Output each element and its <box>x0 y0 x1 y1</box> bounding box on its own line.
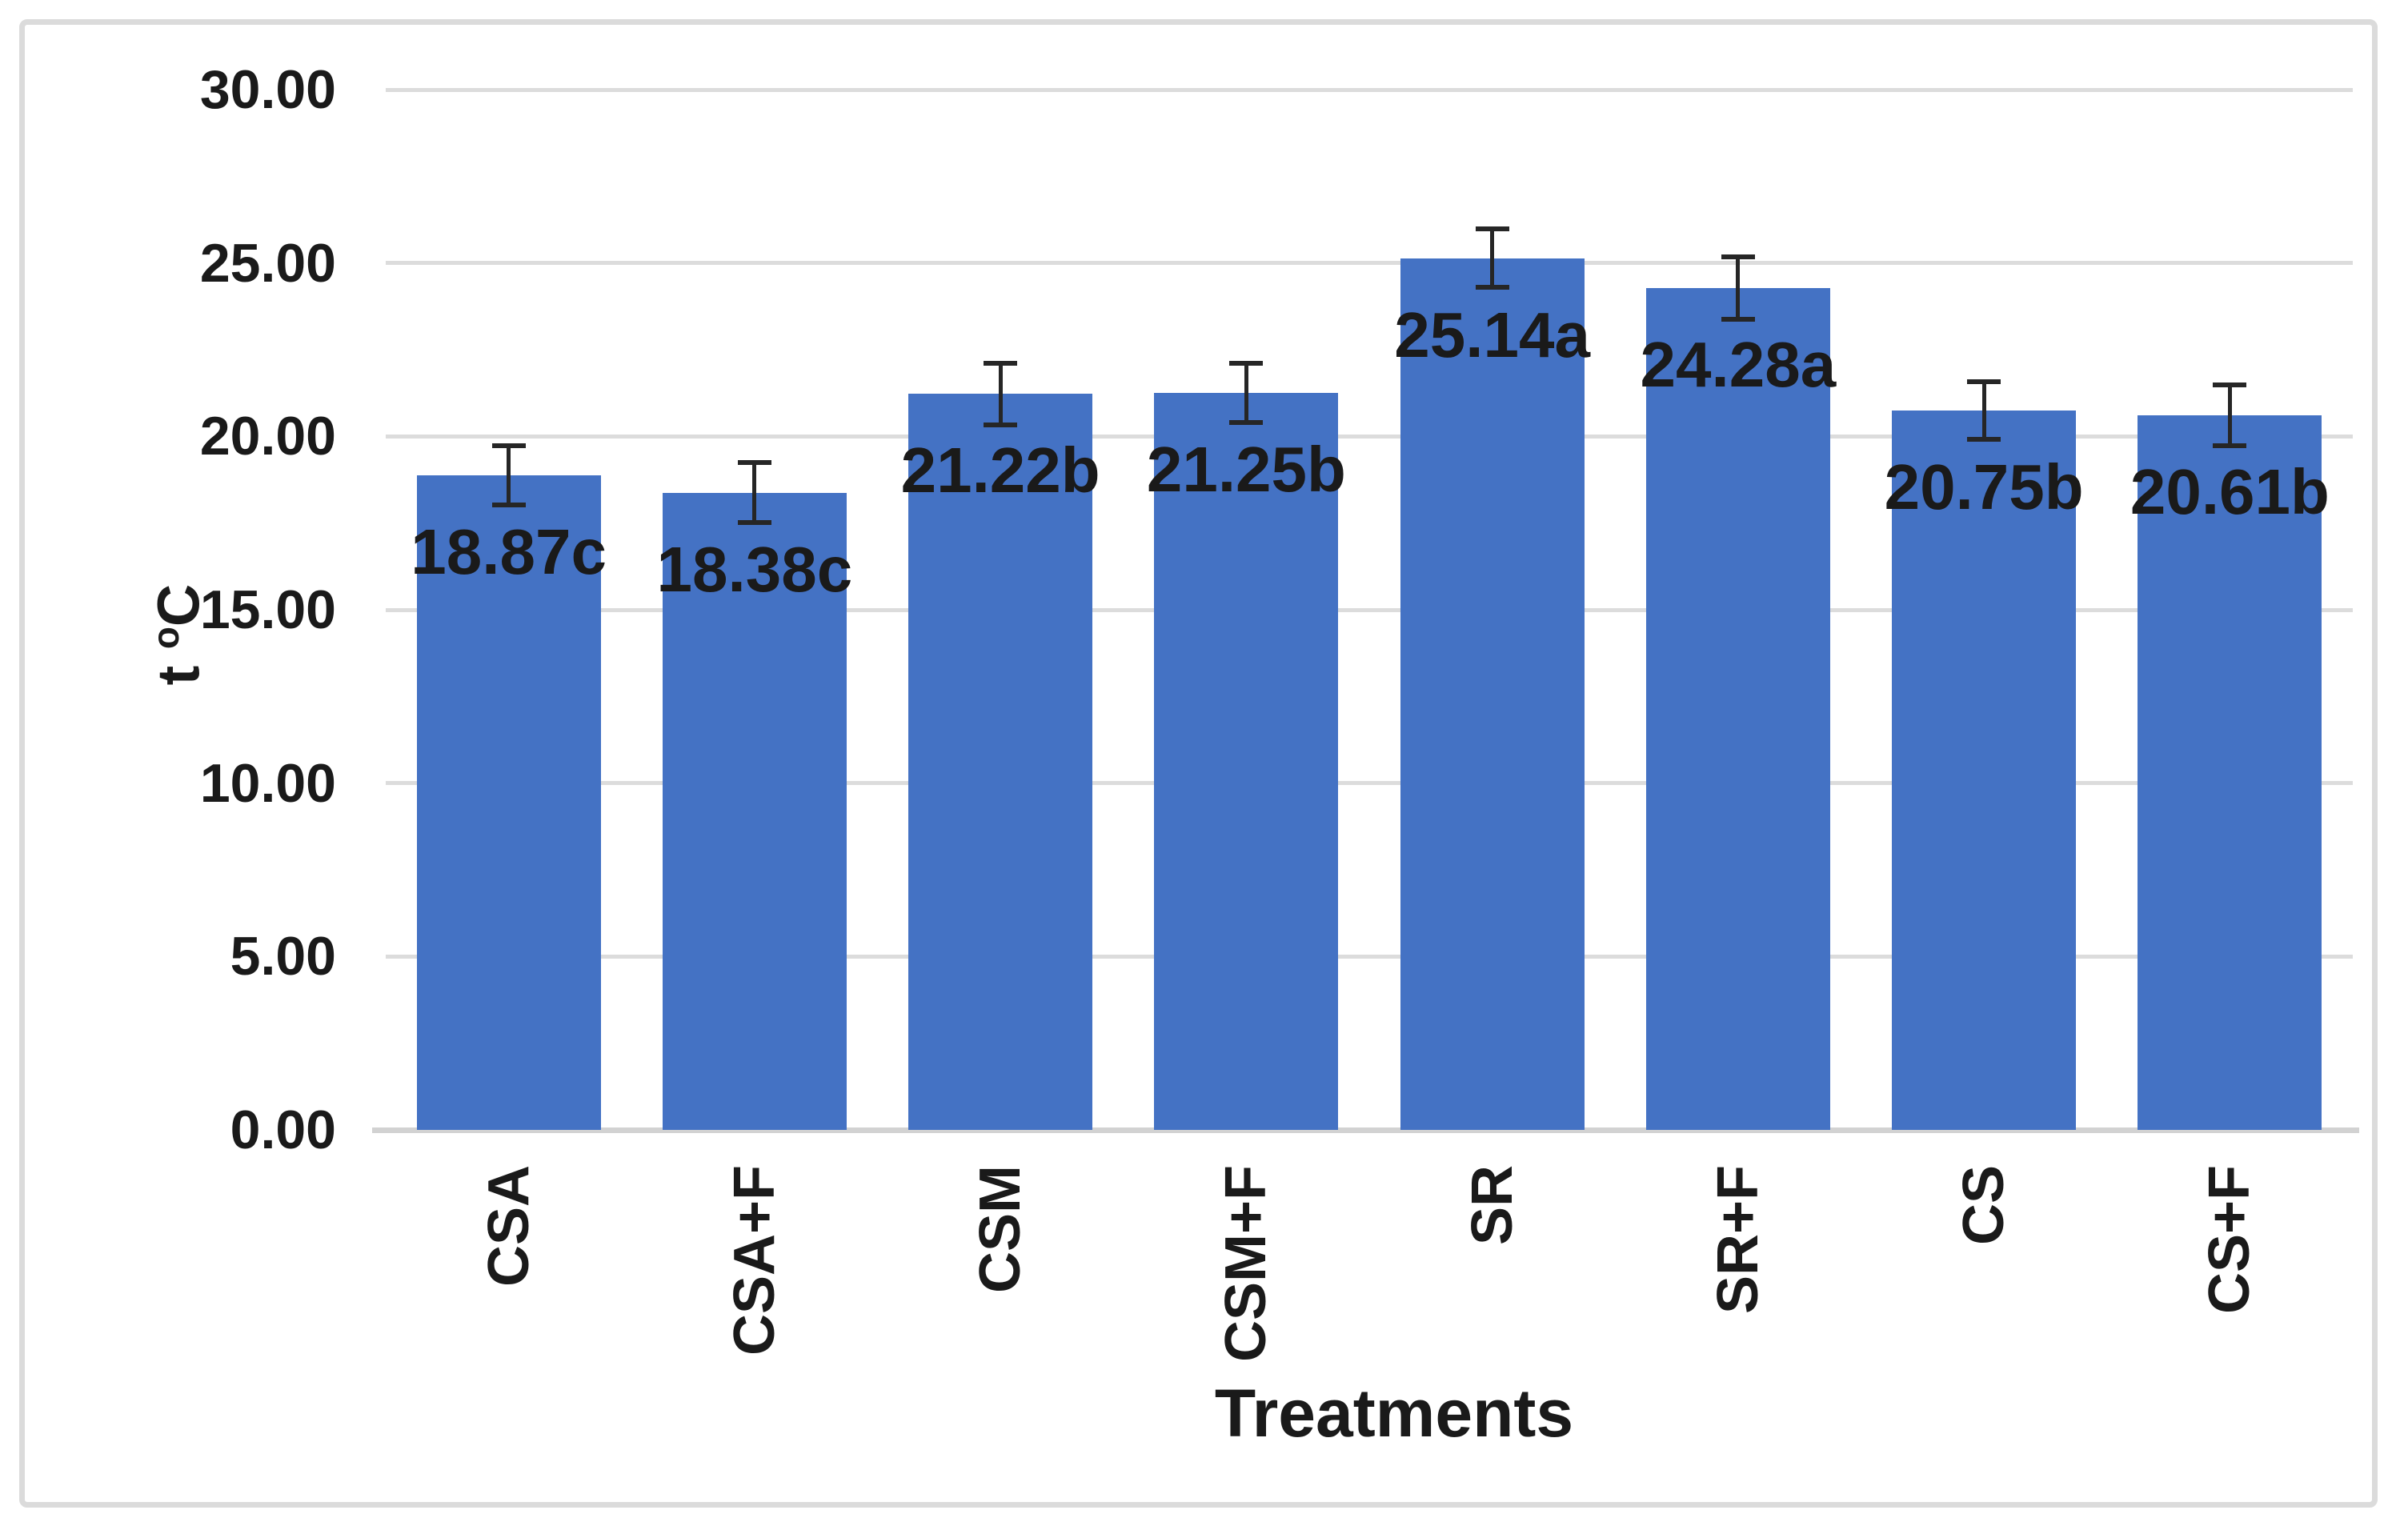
error-bar-bottom-cap <box>737 519 771 525</box>
x-tick-label-CSA+F: CSA+F <box>722 1165 787 1356</box>
error-bar-bottom-cap <box>2213 443 2247 449</box>
error-bar-top-cap <box>1229 360 1264 366</box>
error-bar-line <box>2227 384 2232 447</box>
y-tick-label: 5.00 <box>230 926 336 987</box>
error-bar-bottom-cap <box>1967 436 2001 442</box>
error-bar-line <box>1981 381 1986 439</box>
bar-value-label: 25.14a <box>1394 298 1590 370</box>
x-tick-label-CSM: CSM <box>968 1165 1033 1293</box>
bar-value-label: 18.38c <box>656 533 853 605</box>
bar-SR <box>1400 258 1585 1130</box>
gridline <box>386 87 2353 92</box>
gridline <box>386 434 2353 439</box>
y-axis-title-prefix: t <box>145 649 212 686</box>
bar-value-label: 24.28a <box>1640 328 1837 400</box>
bar-value-label: 20.61b <box>2130 455 2330 527</box>
bar-CSM <box>908 394 1093 1130</box>
x-tick-label-CSM+F: CSM+F <box>1214 1165 1279 1363</box>
x-axis-title: Treatments <box>1214 1376 1574 1451</box>
gridline <box>386 607 2353 612</box>
bar-CS+F <box>2138 415 2322 1130</box>
error-bar-bottom-cap <box>491 503 526 508</box>
bar-CS <box>1892 410 2077 1130</box>
bar-value-label: 21.25b <box>1146 434 1346 506</box>
bar-CSA <box>416 475 601 1130</box>
error-bar-line <box>752 463 757 523</box>
y-tick-label: 15.00 <box>199 579 336 640</box>
error-bar-bottom-cap <box>1475 285 1509 290</box>
error-bar-top-cap <box>491 443 526 449</box>
x-axis-line <box>372 1127 2359 1133</box>
bar-value-label: 18.87c <box>411 516 607 588</box>
x-tick-label-SR: SR <box>1460 1165 1525 1246</box>
x-tick-label-CSA: CSA <box>476 1165 541 1288</box>
error-bar-top-cap <box>1721 254 1755 259</box>
error-bar-line <box>1490 228 1495 288</box>
x-tick-label-CS: CS <box>1952 1165 2017 1246</box>
error-bar-top-cap <box>2213 382 2247 387</box>
bar-value-label: 20.75b <box>1884 451 2084 523</box>
error-bar-line <box>507 446 511 506</box>
y-tick-label: 0.00 <box>230 1099 336 1160</box>
y-tick-label: 25.00 <box>199 232 336 294</box>
chart-frame: t oC Treatments 30.00 25.00 20.00 15.00 10.0… <box>19 19 2378 1508</box>
x-tick-label-SR+F: SR+F <box>1705 1165 1770 1315</box>
error-bar-top-cap <box>1967 378 2001 384</box>
y-tick-label: 20.00 <box>199 406 336 467</box>
y-tick-label: 30.00 <box>199 59 336 120</box>
error-bar-bottom-cap <box>1229 420 1264 426</box>
error-bar-top-cap <box>737 460 771 466</box>
bar-CSM+F <box>1154 393 1339 1130</box>
x-tick-label-CS+F: CS+F <box>2198 1165 2262 1315</box>
error-bar-bottom-cap <box>984 422 1018 427</box>
error-bar-bottom-cap <box>1721 316 1755 322</box>
gridline <box>386 954 2353 959</box>
error-bar-line <box>998 363 1003 425</box>
bar-SR+F <box>1645 287 1830 1130</box>
error-bar-top-cap <box>1475 226 1509 231</box>
bar-value-label: 21.22b <box>900 435 1100 507</box>
gridline <box>386 781 2353 786</box>
y-tick-label: 10.00 <box>199 752 336 814</box>
error-bar-top-cap <box>984 361 1018 366</box>
error-bar-line <box>1736 256 1741 319</box>
bar-CSA+F <box>662 492 847 1130</box>
error-bar-line <box>1244 362 1248 423</box>
gridline <box>386 261 2353 266</box>
